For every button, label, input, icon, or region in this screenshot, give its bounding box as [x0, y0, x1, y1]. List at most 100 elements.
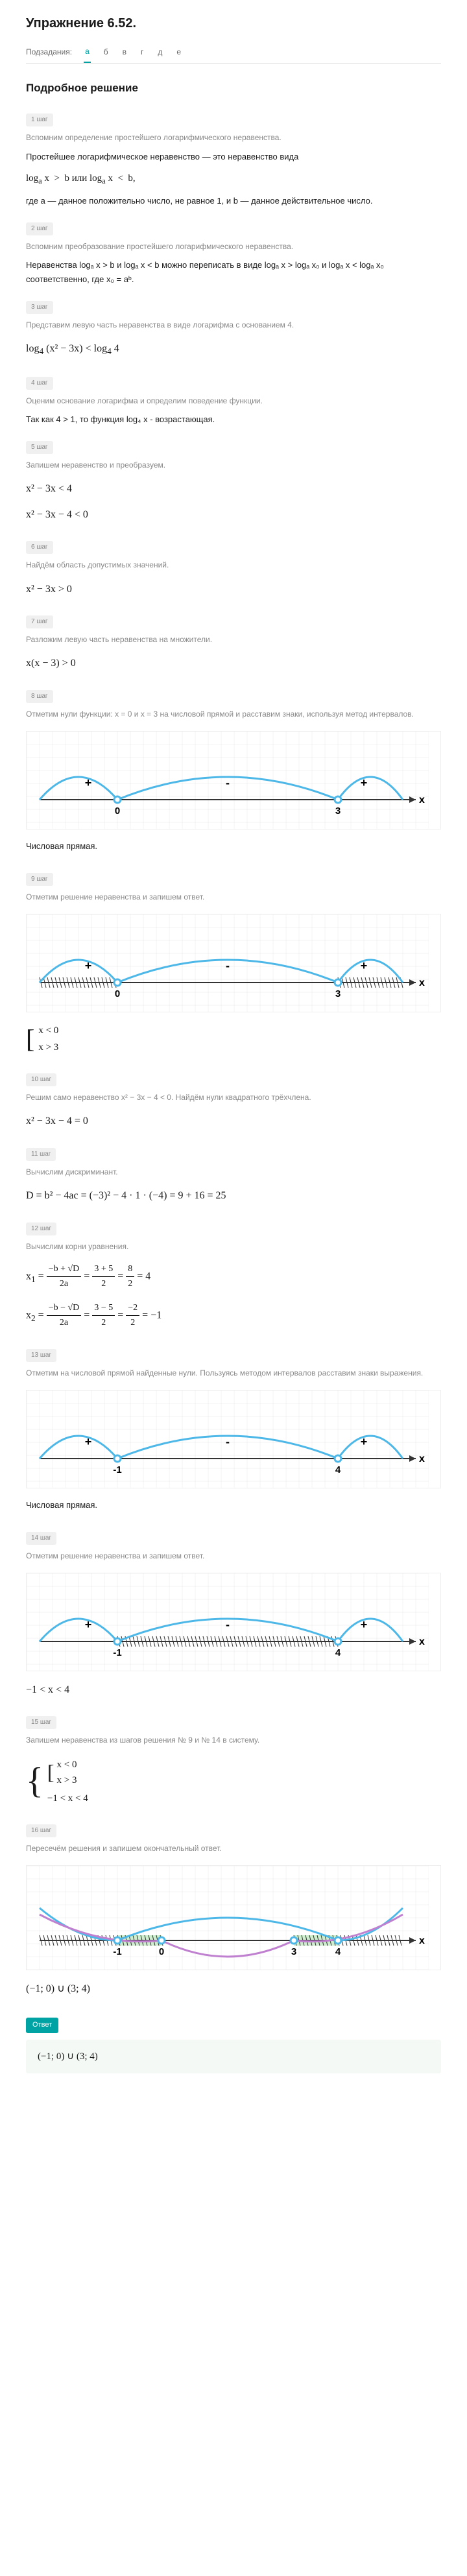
- graph-1: x 0 3 + - +: [26, 731, 441, 829]
- system-step9: [ x < 0 x > 3: [26, 1023, 441, 1055]
- sys9-line1: x < 0: [38, 1023, 58, 1038]
- svg-text:+: +: [361, 1618, 368, 1631]
- subtasks-row: Подзадания: а б в г д е: [26, 42, 441, 64]
- svg-text:-: -: [226, 776, 230, 789]
- svg-text:-1: -1: [113, 1647, 121, 1658]
- step-badge-2: 2 шаг: [26, 222, 53, 235]
- svg-text:+: +: [85, 776, 92, 789]
- step-desc-1: Вспомним определение простейшего логариф…: [26, 132, 441, 144]
- graph-caption-3: Числовая прямая.: [26, 1499, 441, 1512]
- answer-box: (−1; 0) ∪ (3; 4): [26, 2040, 441, 2073]
- svg-text:x: x: [419, 794, 425, 805]
- step-badge-3: 3 шаг: [26, 301, 53, 314]
- step-desc-13: Отметим на числовой прямой найденные нул…: [26, 1367, 441, 1379]
- svg-text:-1: -1: [113, 1946, 121, 1957]
- graph-caption-1: Числовая прямая.: [26, 840, 441, 853]
- step-desc-4: Оценим основание логарифма и определим п…: [26, 395, 441, 407]
- step-badge-8: 8 шаг: [26, 690, 53, 703]
- svg-text:4: 4: [335, 1946, 341, 1957]
- step-desc-3: Представим левую часть неравенства в вид…: [26, 319, 441, 331]
- step-badge-6: 6 шаг: [26, 541, 53, 554]
- step-badge-4: 4 шаг: [26, 377, 53, 390]
- svg-text:+: +: [85, 1435, 92, 1448]
- step-desc-10: Решим само неравенство x² − 3x − 4 < 0. …: [26, 1091, 441, 1104]
- svg-text:+: +: [361, 959, 368, 972]
- subtask-e[interactable]: е: [175, 42, 182, 62]
- svg-text:+: +: [85, 1618, 92, 1631]
- svg-text:+: +: [361, 776, 368, 789]
- formula-step11: D = b² − 4ac = (−3)² − 4 · 1 · (−4) = 9 …: [26, 1187, 441, 1204]
- behavior-text: Так как 4 > 1, то функция log₄ x - возра…: [26, 412, 441, 427]
- svg-text:4: 4: [335, 1464, 341, 1475]
- step-badge-1: 1 шаг: [26, 113, 53, 126]
- svg-text:-: -: [226, 1435, 230, 1448]
- subtask-g[interactable]: г: [139, 42, 145, 62]
- subtask-d[interactable]: д: [156, 42, 163, 62]
- formula-step5a: x² − 3x < 4: [26, 481, 441, 497]
- svg-text:-: -: [226, 959, 230, 972]
- step-desc-7: Разложим левую часть неравенства на множ…: [26, 634, 441, 646]
- def-text-2: где a — данное положительно число, не ра…: [26, 194, 441, 208]
- subtask-a[interactable]: а: [84, 42, 91, 63]
- step-desc-9: Отметим решение неравенства и запишем от…: [26, 891, 441, 903]
- step-badge-9: 9 шаг: [26, 873, 53, 886]
- sys15-line1: x < 0: [57, 1757, 77, 1772]
- step-desc-6: Найдём область допустимых значений.: [26, 559, 441, 571]
- graph-3: x -1 4 + - +: [26, 1390, 441, 1488]
- sys15-line3: −1 < x < 4: [47, 1791, 88, 1806]
- step-badge-14: 14 шаг: [26, 1532, 56, 1545]
- svg-text:0: 0: [115, 988, 120, 999]
- system-step15: { [x < 0x > 3 −1 < x < 4: [26, 1756, 441, 1806]
- step-desc-11: Вычислим дискриминант.: [26, 1166, 441, 1178]
- svg-text:4: 4: [335, 1647, 341, 1658]
- sys9-line2: x > 3: [38, 1040, 58, 1055]
- step-badge-7: 7 шаг: [26, 615, 53, 628]
- formula-step14: −1 < x < 4: [26, 1682, 441, 1699]
- svg-text:0: 0: [159, 1946, 164, 1957]
- svg-text:x: x: [419, 977, 425, 988]
- svg-text:3: 3: [335, 805, 341, 817]
- step-desc-15: Запишем неравенства из шагов решения № 9…: [26, 1734, 441, 1747]
- svg-text:-1: -1: [113, 1464, 121, 1475]
- step-badge-15: 15 шаг: [26, 1716, 56, 1729]
- answer-badge: Ответ: [26, 2018, 58, 2033]
- svg-text:x: x: [419, 1935, 425, 1946]
- step-badge-12: 12 шаг: [26, 1222, 56, 1235]
- graph-5: x -1 0 3 4: [26, 1865, 441, 1970]
- formula-x2: x2 = −b − √D2a = 3 − 52 = −22 = −1: [26, 1301, 441, 1331]
- svg-text:+: +: [85, 959, 92, 972]
- svg-text:3: 3: [335, 988, 341, 999]
- exercise-title: Упражнение 6.52.: [26, 13, 441, 34]
- transform-text: Неравенства logₐ x > b и logₐ x < b можн…: [26, 258, 441, 287]
- step-desc-2: Вспомним преобразование простейшего лога…: [26, 241, 441, 253]
- subtask-v[interactable]: в: [121, 42, 128, 62]
- step-badge-16: 16 шаг: [26, 1824, 56, 1837]
- formula-step5b: x² − 3x − 4 < 0: [26, 507, 441, 523]
- subtasks-label: Подзадания:: [26, 46, 72, 58]
- step-desc-5: Запишем неравенство и преобразуем.: [26, 459, 441, 471]
- step-desc-14: Отметим решение неравенства и запишем от…: [26, 1550, 441, 1562]
- step-desc-8: Отметим нули функции: x = 0 и x = 3 на ч…: [26, 708, 441, 721]
- formula-final1: (−1; 0) ∪ (3; 4): [26, 1981, 441, 1998]
- formula-step7: x(x − 3) > 0: [26, 655, 441, 672]
- sys15-line2: x > 3: [57, 1772, 77, 1788]
- graph-4: x-14+-+: [26, 1573, 441, 1671]
- graph-2: x 0 3 + - +: [26, 914, 441, 1012]
- svg-text:x: x: [419, 1636, 425, 1647]
- formula-step10: x² − 3x − 4 = 0: [26, 1113, 441, 1130]
- svg-text:0: 0: [115, 805, 120, 817]
- step-desc-16: Пересечём решения и запишем окончательны…: [26, 1843, 441, 1855]
- section-title: Подробное решение: [26, 79, 441, 97]
- subtask-b[interactable]: б: [102, 42, 110, 62]
- formula-step6: x² − 3x > 0: [26, 581, 441, 598]
- step-badge-11: 11 шаг: [26, 1148, 56, 1161]
- step-badge-5: 5 шаг: [26, 441, 53, 454]
- svg-text:3: 3: [291, 1946, 296, 1957]
- formula-log-def: loga x > b или loga x < b,: [26, 171, 441, 187]
- svg-text:+: +: [361, 1435, 368, 1448]
- step-badge-10: 10 шаг: [26, 1073, 56, 1086]
- formula-x1: x1 = −b + √D2a = 3 + 52 = 82 = 4: [26, 1262, 441, 1292]
- step-desc-12: Вычислим корни уравнения.: [26, 1241, 441, 1253]
- step-badge-13: 13 шаг: [26, 1349, 56, 1362]
- svg-text:x: x: [419, 1453, 425, 1464]
